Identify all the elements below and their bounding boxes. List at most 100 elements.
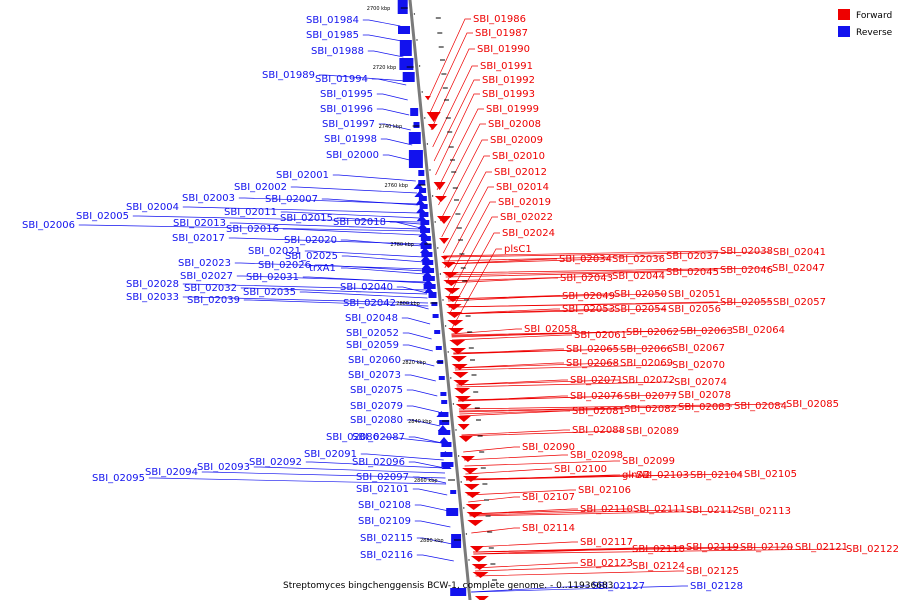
- reverse-gene-feature: [420, 244, 432, 249]
- forward-gene-feature: [427, 124, 438, 130]
- reverse-label-connector: [378, 123, 411, 131]
- forward-label-connector: [451, 328, 522, 335]
- forward-gene-label: SBI_02120: [740, 542, 793, 553]
- forward-gene-feature: [444, 288, 461, 294]
- reverse-label-connector: [408, 461, 445, 469]
- kbp-tick-label: 2820 kbp: [402, 360, 426, 366]
- forward-gene-label: SBI_02067: [672, 343, 725, 354]
- forward-gene-label: SBI_02107: [522, 492, 575, 503]
- forward-gene-label: SBI_02034: [559, 254, 612, 265]
- forward-label-connector: [473, 546, 793, 553]
- reverse-gene-label: SBI_01994: [315, 74, 368, 85]
- reverse-gene-label: SBI_02059: [346, 340, 399, 351]
- reverse-gene-label: SBI_02108: [358, 500, 411, 511]
- forward-gene-feature: [464, 492, 481, 498]
- reverse-gene-label: SBI_01985: [306, 30, 359, 41]
- reverse-label-connector: [382, 436, 443, 444]
- reverse-arrowhead: [423, 279, 434, 285]
- forward-label-connector: [474, 562, 578, 569]
- forward-label-connector: [459, 408, 622, 415]
- forward-gene-label: SBI_02113: [738, 506, 791, 517]
- forward-gene-label: SBI_02100: [554, 464, 607, 475]
- forward-label-connector: [453, 347, 670, 354]
- forward-gene-label: SBI_02103: [636, 470, 689, 481]
- reverse-gene-feature: [441, 442, 452, 447]
- forward-gene-label: SBI_02053: [562, 304, 615, 315]
- forward-gene-label: SBI_02044: [612, 271, 665, 282]
- forward-gene-feature: [470, 556, 487, 562]
- forward-gene-feature: [448, 328, 465, 334]
- forward-label-connector: [444, 258, 557, 265]
- forward-gene-feature: [426, 112, 441, 122]
- reverse-label-connector: [341, 267, 426, 275]
- forward-gene-label: SBI_02114: [522, 523, 575, 534]
- reverse-label-connector: [238, 197, 419, 205]
- forward-label-connector: [443, 251, 771, 258]
- forward-label-connector: [451, 334, 572, 341]
- forward-label-connector: [456, 381, 672, 388]
- reverse-gene-feature: [440, 392, 447, 396]
- reverse-label-connector: [402, 332, 432, 340]
- reverse-gene-label: SBI_02092: [249, 457, 302, 468]
- forward-label-connector: [456, 379, 568, 386]
- reverse-gene-feature: [418, 196, 427, 201]
- reverse-gene-label: SBI_01997: [322, 119, 375, 130]
- forward-label-connector: [465, 468, 552, 475]
- reverse-label-connector: [182, 283, 427, 291]
- reverse-gene-label: SBI_02000: [326, 150, 379, 161]
- forward-label-connector: [441, 155, 490, 238]
- forward-label-connector: [438, 123, 486, 206]
- reverse-gene-label: SBI_02004: [126, 202, 179, 213]
- center-dot: [418, 65, 421, 67]
- reverse-label-connector: [340, 239, 423, 247]
- reverse-gene-label: SBI_02116: [360, 550, 413, 561]
- forward-label-connector: [447, 216, 498, 299]
- forward-label-connector: [436, 108, 484, 191]
- forward-gene-label: SBI_02071: [570, 375, 623, 386]
- reverse-label-connector: [412, 488, 448, 496]
- reverse-gene-label: SBI_01996: [320, 104, 373, 115]
- reverse-gene-label: SBI_02080: [350, 415, 403, 426]
- forward-gene-label: SBI_02104: [690, 470, 743, 481]
- reverse-gene-label: SBI_02017: [172, 233, 225, 244]
- reverse-gene-label: SBI_02052: [346, 328, 399, 339]
- reverse-gene-feature: [418, 180, 426, 185]
- reverse-gene-label: SBI_02073: [348, 370, 401, 381]
- forward-gene-feature: [471, 564, 488, 570]
- forward-label-connector: [439, 139, 488, 222]
- forward-gene-label: SBI_02038: [720, 246, 773, 257]
- reverse-gene-feature: [428, 292, 437, 298]
- reverse-label-connector: [402, 344, 433, 352]
- reverse-gene-feature: [399, 58, 414, 70]
- forward-label-connector: [456, 379, 620, 386]
- forward-label-connector: [448, 301, 771, 308]
- forward-gene-label: SBI_02049: [562, 291, 615, 302]
- reverse-gene-feature: [450, 588, 467, 596]
- center-dot: [457, 455, 460, 457]
- forward-label-connector: [449, 232, 500, 315]
- center-dot: [413, 13, 416, 15]
- forward-gene-label: SBI_02081: [572, 406, 625, 417]
- reverse-gene-label: SBI_02025: [285, 251, 338, 262]
- forward-label-connector: [463, 454, 568, 461]
- forward-gene-feature: [454, 396, 471, 402]
- reverse-gene-label: SBI_01998: [324, 134, 377, 145]
- forward-gene-label: SBI_01987: [475, 28, 528, 39]
- reverse-arrowhead: [416, 207, 426, 213]
- forward-label-connector: [432, 65, 478, 148]
- forward-label-connector: [445, 271, 664, 278]
- forward-gene-label: SBI_02077: [624, 391, 677, 402]
- reverse-gene-feature: [408, 150, 423, 168]
- forward-label-connector: [445, 267, 770, 274]
- reverse-label-connector: [404, 374, 436, 382]
- reverse-gene-label: trxA1: [309, 263, 336, 274]
- kbp-tick-label: 2880 kbp: [420, 538, 444, 544]
- forward-gene-label: glnA2: [622, 470, 651, 481]
- reverse-label-connector: [240, 287, 428, 295]
- reverse-label-connector: [290, 186, 418, 194]
- forward-label-connector: [465, 473, 742, 480]
- reverse-gene-feature: [438, 430, 451, 435]
- forward-gene-feature: [458, 436, 473, 442]
